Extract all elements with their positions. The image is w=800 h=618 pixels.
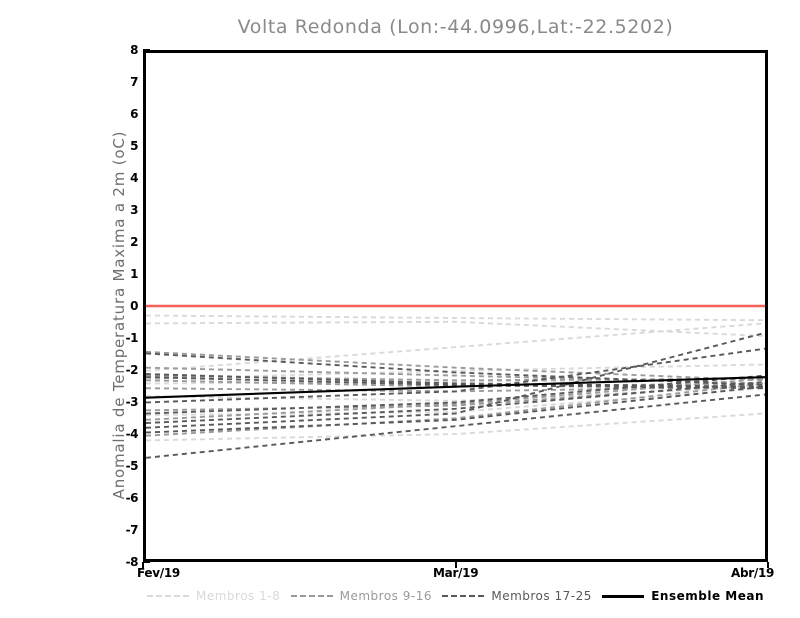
ensemble-member-line [146, 365, 765, 379]
legend-label: Ensemble Mean [651, 589, 764, 603]
y-axis-tick-label: 5 [130, 139, 138, 153]
legend-item[interactable]: Membros 17-25 [442, 589, 592, 603]
ensemble-member-line [146, 387, 765, 433]
ensemble-member-line [146, 382, 765, 423]
legend-line-swatch [290, 595, 333, 597]
legend-label: Membros 17-25 [491, 589, 592, 603]
y-axis-tick-label: -2 [125, 363, 139, 377]
plot-area [143, 50, 768, 562]
y-axis-tick-label: -7 [125, 523, 139, 537]
legend-label: Membros 1-8 [196, 589, 281, 603]
y-axis-tick-label: 2 [130, 235, 138, 249]
legend-line-swatch [442, 595, 485, 597]
y-axis-tick-label: 6 [130, 107, 138, 121]
ensemble-member-line [146, 383, 765, 435]
x-axis-tick-label: Mar/19 [433, 566, 479, 580]
y-axis-tick-label: -1 [125, 331, 139, 345]
x-axis-tick-label: Fev/19 [137, 566, 180, 580]
ensemble-member-line [146, 377, 765, 388]
ensemble-member-line [146, 352, 765, 380]
ensemble-member-lines [146, 315, 765, 457]
y-axis-tick-label: -3 [125, 395, 139, 409]
y-axis-tick-labels: 8 7 6 5 4 3 2 1 0 -1 -2 -3 -4 -5 -6 -7 -8 [108, 43, 139, 569]
x-axis-tick-mark [454, 562, 457, 568]
ensemble-member-line [146, 333, 765, 428]
y-axis-tick-label: 0 [130, 299, 138, 313]
legend-line-swatch [602, 594, 645, 598]
legend-item[interactable]: Membros 1-8 [147, 589, 280, 603]
y-axis-tick-label: 7 [130, 75, 138, 89]
y-axis-tick-label: -5 [125, 459, 139, 473]
ensemble-mean-path [146, 377, 765, 398]
y-axis-tick-label: -6 [125, 491, 139, 505]
page-title: Volta Redonda (Lon:-44.0996,Lat:-22.5202… [237, 16, 674, 38]
chart-canvas [146, 53, 765, 559]
y-axis-tick-label: 8 [130, 43, 138, 57]
legend-item[interactable]: Ensemble Mean [602, 589, 764, 603]
ensemble-member-line [146, 315, 765, 320]
ensemble-mean-line [146, 377, 765, 398]
y-axis-tick-label: -8 [125, 555, 139, 569]
ensemble-member-line [146, 414, 765, 441]
legend-line-swatch [147, 595, 189, 597]
y-axis-tick-label: 1 [130, 267, 138, 281]
y-axis-tick-label: -4 [125, 427, 139, 441]
y-axis-tick-label: 4 [130, 171, 138, 185]
ensemble-member-line [146, 323, 765, 370]
x-axis-tick-label: Abr/19 [731, 566, 775, 580]
ensemble-member-line [146, 376, 765, 414]
ensemble-member-line [146, 349, 765, 403]
y-axis-tick-mark [143, 561, 150, 563]
legend-label: Membros 9-16 [339, 589, 432, 603]
ensemble-member-line [146, 322, 765, 336]
legend-item[interactable]: Membros 9-16 [290, 589, 432, 603]
ensemble-member-line [146, 395, 765, 458]
y-axis-tick-label: 3 [130, 203, 138, 217]
chart-legend: Membros 1-8 Membros 9-16 Membros 17-25 Ense… [143, 586, 768, 606]
x-axis-tick-mark [767, 562, 769, 568]
x-axis-tick-mark [142, 562, 144, 568]
ensemble-member-line [146, 374, 765, 387]
